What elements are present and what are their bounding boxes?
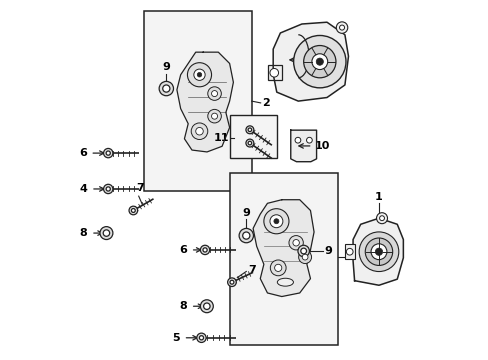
Circle shape	[106, 151, 110, 155]
Circle shape	[245, 139, 253, 147]
Bar	[144, 12, 251, 191]
Text: 11: 11	[214, 133, 229, 143]
Circle shape	[239, 228, 253, 243]
Circle shape	[300, 248, 306, 254]
Circle shape	[103, 230, 109, 236]
Circle shape	[358, 232, 398, 271]
Circle shape	[207, 87, 221, 100]
Circle shape	[316, 58, 323, 65]
Text: 1: 1	[374, 192, 382, 202]
Circle shape	[203, 303, 210, 310]
Circle shape	[293, 36, 346, 88]
Polygon shape	[253, 200, 313, 297]
Text: 10: 10	[314, 141, 329, 151]
Circle shape	[103, 148, 113, 158]
Ellipse shape	[277, 278, 293, 286]
Text: 9: 9	[324, 246, 332, 256]
Circle shape	[365, 238, 392, 265]
Circle shape	[242, 232, 249, 239]
Text: 3: 3	[347, 252, 355, 262]
Circle shape	[100, 226, 113, 239]
Text: 9: 9	[242, 208, 250, 218]
Circle shape	[245, 126, 253, 134]
Text: 7: 7	[136, 183, 144, 193]
Circle shape	[306, 137, 312, 143]
Bar	[267, 65, 282, 80]
Circle shape	[298, 251, 311, 264]
Circle shape	[227, 278, 236, 287]
Circle shape	[191, 123, 207, 140]
Circle shape	[163, 85, 169, 92]
Circle shape	[247, 141, 251, 145]
Circle shape	[159, 81, 173, 96]
Polygon shape	[177, 52, 233, 152]
Circle shape	[200, 300, 213, 313]
Bar	[230, 173, 337, 345]
Circle shape	[270, 260, 285, 276]
Circle shape	[264, 209, 288, 234]
Text: 9: 9	[162, 62, 170, 72]
Circle shape	[379, 216, 384, 221]
Text: 8: 8	[80, 228, 87, 238]
Circle shape	[187, 63, 211, 87]
Circle shape	[211, 113, 217, 119]
Circle shape	[197, 72, 202, 77]
Circle shape	[203, 248, 207, 252]
Text: 7: 7	[247, 265, 255, 275]
Circle shape	[339, 25, 344, 30]
Polygon shape	[273, 22, 348, 101]
Circle shape	[288, 235, 303, 250]
Circle shape	[303, 45, 335, 78]
Circle shape	[376, 213, 386, 224]
Circle shape	[195, 127, 203, 135]
Circle shape	[196, 333, 206, 342]
Circle shape	[292, 239, 299, 246]
Circle shape	[311, 54, 327, 69]
Circle shape	[193, 69, 205, 80]
Circle shape	[370, 244, 386, 260]
Text: 6: 6	[179, 245, 187, 255]
Circle shape	[129, 206, 137, 215]
Text: 1: 1	[301, 55, 309, 65]
Circle shape	[302, 254, 307, 260]
Text: 5: 5	[172, 333, 180, 343]
Circle shape	[375, 248, 382, 255]
Circle shape	[207, 109, 221, 123]
Circle shape	[269, 68, 278, 77]
Circle shape	[229, 280, 233, 284]
Circle shape	[273, 219, 278, 224]
Circle shape	[269, 215, 282, 228]
Circle shape	[131, 208, 135, 212]
Circle shape	[106, 187, 110, 191]
Polygon shape	[352, 218, 403, 285]
Circle shape	[336, 22, 347, 33]
Bar	[230, 116, 276, 158]
Circle shape	[346, 248, 352, 255]
Circle shape	[211, 91, 217, 96]
Circle shape	[103, 184, 113, 194]
Text: 6: 6	[79, 148, 86, 158]
Text: 2: 2	[261, 98, 269, 108]
Circle shape	[247, 128, 251, 131]
Bar	[345, 244, 354, 259]
Circle shape	[297, 245, 309, 257]
Text: 4: 4	[80, 184, 87, 194]
Circle shape	[294, 137, 300, 143]
Circle shape	[274, 264, 281, 271]
Polygon shape	[290, 130, 316, 162]
Circle shape	[199, 336, 203, 340]
Text: 8: 8	[179, 301, 187, 311]
Circle shape	[200, 245, 209, 255]
